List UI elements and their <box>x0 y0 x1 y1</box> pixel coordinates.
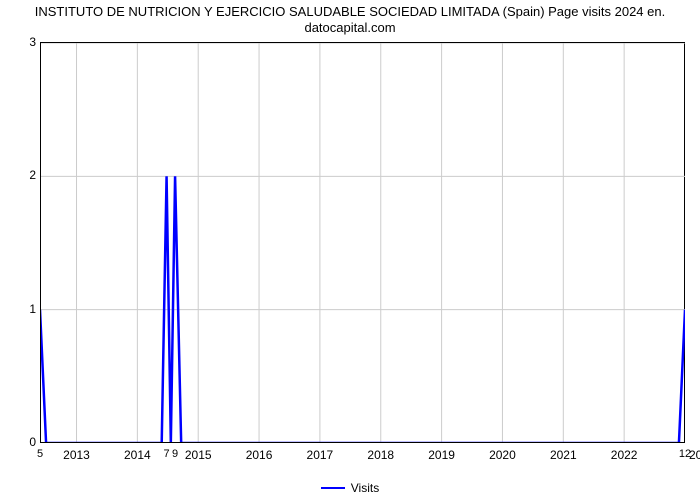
legend: Visits <box>0 480 700 495</box>
y-tick-label: 1 <box>6 302 36 316</box>
x-tick-label: 2013 <box>63 448 90 462</box>
chart-title-line1: INSTITUTO DE NUTRICION Y EJERCICIO SALUD… <box>35 4 665 19</box>
legend-text: Visits <box>351 481 379 495</box>
x-tick-label: 2021 <box>550 448 577 462</box>
plot-svg <box>40 43 685 443</box>
x-tick-label: 2022 <box>611 448 638 462</box>
minor-label: 5 <box>37 448 43 460</box>
x-tick-label: 2019 <box>428 448 455 462</box>
legend-swatch <box>321 487 345 490</box>
x-tick-label: 2016 <box>246 448 273 462</box>
x-tick-label: 2020 <box>489 448 516 462</box>
y-tick-label: 2 <box>6 168 36 182</box>
minor-label: 9 <box>172 448 178 460</box>
gridlines <box>40 43 685 443</box>
chart-title-line2: datocapital.com <box>304 20 395 35</box>
x-tick-label: 2014 <box>124 448 151 462</box>
x-tick-label: 2018 <box>367 448 394 462</box>
x-tick-label: 2017 <box>307 448 334 462</box>
y-tick-label: 3 <box>6 35 36 49</box>
y-tick-label: 0 <box>6 435 36 449</box>
minor-label: 7 <box>164 448 170 460</box>
plot-area <box>40 42 685 442</box>
chart-title: INSTITUTO DE NUTRICION Y EJERCICIO SALUD… <box>0 4 700 37</box>
x-axis-line <box>40 442 685 443</box>
x-tick-label: 2015 <box>185 448 212 462</box>
y-axis-line <box>40 42 41 442</box>
minor-label: 12 <box>679 448 691 460</box>
